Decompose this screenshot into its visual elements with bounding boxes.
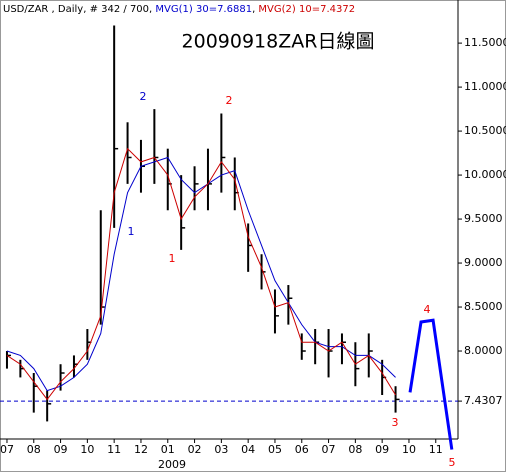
wave-label: 1	[128, 225, 135, 238]
x-tick-label: 01	[161, 443, 175, 456]
x-tick-label: 11	[107, 443, 121, 456]
y-tick-label: 9.0000	[464, 256, 503, 269]
y-tick-label: 11.0000	[464, 80, 506, 93]
chart-title: 20090918ZAR日線圖	[182, 31, 375, 53]
y-tick-label: 8.0000	[464, 344, 503, 357]
y-tick-label: 9.5000	[464, 212, 503, 225]
x-tick-label: 09	[375, 443, 389, 456]
wave-label: 2	[140, 90, 147, 103]
x-tick-label: 06	[295, 443, 309, 456]
y-tick-label: 11.5000	[464, 36, 506, 49]
x-tick-label: 07	[0, 443, 14, 456]
y-tick-label: 8.5000	[464, 300, 503, 313]
y-tick-label: 7.4307	[464, 394, 503, 407]
wave-label: 2	[226, 94, 233, 107]
y-tick-label: 10.5000	[464, 124, 506, 137]
symbol: USD/ZAR , Daily, # 342 / 700,	[3, 4, 152, 15]
forecast-line	[408, 318, 454, 450]
x-tick-label: 02	[188, 443, 202, 456]
wave-label: 4	[424, 303, 431, 316]
x-tick-label: 08	[348, 443, 362, 456]
x-tick-label: 08	[27, 443, 41, 456]
x-tick-label: 09	[54, 443, 68, 456]
x-tick-label: 10	[402, 443, 416, 456]
x-tick-label: 03	[214, 443, 228, 456]
x-tick-label: 12	[134, 443, 148, 456]
year-label: 2009	[158, 458, 186, 471]
x-tick-label: 04	[241, 443, 255, 456]
wave-label: 1	[169, 252, 176, 265]
x-tick-label: 10	[80, 443, 94, 456]
x-tick-label: 11	[429, 443, 443, 456]
x-tick-label: 05	[268, 443, 282, 456]
ma1-label: MVG(1) 30=7.6881	[155, 4, 252, 15]
wave-label: 3	[392, 416, 399, 429]
wave-label: 5	[449, 456, 456, 469]
y-tick-label: 10.0000	[464, 168, 506, 181]
moving-average	[6, 156, 396, 392]
ma2-label: MVG(2) 10=7.4372	[258, 4, 355, 15]
moving-average	[6, 147, 396, 401]
header-text: USD/ZAR , Daily, # 342 / 700, MVG(1) 30=…	[3, 4, 355, 15]
x-tick-label: 07	[322, 443, 336, 456]
